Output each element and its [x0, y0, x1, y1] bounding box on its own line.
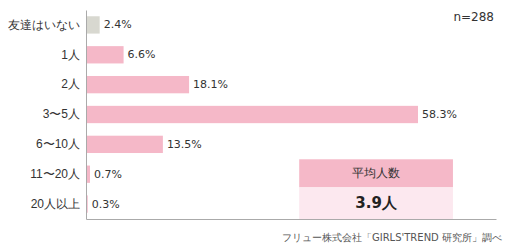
n-label: n=288 [453, 10, 494, 24]
y-tick-label: 1人 [61, 48, 80, 62]
y-tick: 11〜20人 [30, 167, 80, 181]
y-tick-label: 6〜10人 [36, 137, 80, 151]
average-value: 3.9人 [355, 194, 398, 212]
y-tick-label: 2人 [61, 77, 80, 91]
data-label: 58.3% [422, 108, 457, 121]
data-label: 18.1% [193, 78, 228, 91]
y-tick: 2人 [61, 77, 80, 91]
chart: 平均人数 3.9人 2.4% 6.6% 18.1% 58.3% 13.5% 0.7% 0.3% 友… [0, 0, 512, 245]
y-tick: 20人以上 [31, 197, 80, 211]
data-label: 2.4% [104, 18, 132, 31]
average-box: 平均人数 3.9人 [299, 159, 453, 219]
y-tick-label: 友達はいない [8, 18, 80, 32]
average-label: 平均人数 [352, 166, 400, 180]
data-label: 0.7% [94, 168, 122, 181]
y-tick: 友達はいない [8, 18, 80, 32]
y-tick-label: 20人以上 [31, 197, 80, 211]
x-axis [87, 219, 497, 220]
bar [86, 46, 124, 63]
y-tick: 1人 [61, 48, 80, 62]
bar [86, 16, 100, 33]
footer: フリュー株式会社「GIRLS'TREND 研究所」調べ [282, 232, 502, 243]
y-tick-label: 3〜5人 [43, 107, 80, 121]
bar [86, 106, 418, 123]
y-tick-label: 11〜20人 [30, 167, 80, 181]
y-axis-line [86, 11, 87, 220]
plot: 平均人数 3.9人 2.4% 6.6% 18.1% 58.3% 13.5% 0.7% 0.3% 友… [8, 10, 497, 220]
bar [86, 76, 189, 93]
data-label: 13.5% [167, 138, 202, 151]
data-labels: 2.4% 6.6% 18.1% 58.3% 13.5% 0.7% 0.3% [92, 18, 457, 210]
bar [86, 136, 163, 153]
data-label: 6.6% [128, 48, 156, 61]
x-axis-line [87, 219, 497, 220]
y-axis: 友達はいない 1人 2人 3〜5人 6〜10人 11〜20人 20人以上 [8, 11, 87, 220]
average-box-bottom [299, 187, 453, 219]
y-tick: 6〜10人 [36, 137, 80, 151]
data-label: 0.3% [92, 198, 120, 211]
y-tick: 3〜5人 [43, 107, 80, 121]
average-box-top [299, 159, 453, 187]
